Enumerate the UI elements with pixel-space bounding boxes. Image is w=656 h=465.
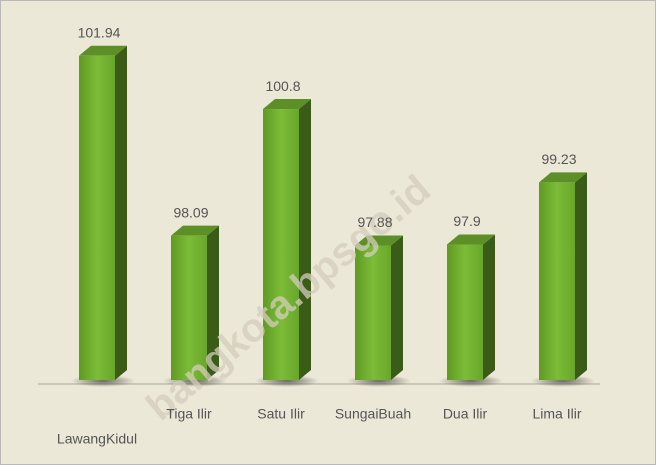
bar-top: [539, 172, 587, 183]
value-label: 101.94: [78, 25, 121, 41]
bar-side: [391, 235, 403, 380]
category-label: Lima Ilir: [532, 406, 581, 422]
category-label: LawangKidul: [57, 431, 137, 447]
bar: [539, 182, 575, 380]
bars: [71, 45, 595, 387]
bar: [171, 235, 207, 380]
bar-side: [299, 99, 311, 381]
bar: [447, 244, 483, 380]
bar-top: [79, 45, 127, 56]
category-label: SungaiBuah: [335, 406, 411, 422]
value-label: 97.88: [357, 214, 392, 230]
bar: [263, 109, 299, 381]
bar-top: [171, 225, 219, 236]
value-label: 97.9: [453, 213, 480, 229]
bar-side: [207, 225, 219, 380]
bar-side: [115, 45, 127, 380]
bar-top: [355, 235, 403, 246]
value-label: 100.8: [265, 78, 300, 94]
category-label: Satu Ilir: [257, 406, 305, 422]
value-label: 99.23: [541, 151, 576, 167]
category-label: Tiga Ilir: [166, 406, 212, 422]
bar-top: [263, 99, 311, 110]
category-label: Dua Ilir: [443, 406, 488, 422]
bar: [79, 55, 115, 380]
bar: [355, 245, 391, 380]
bar-top: [447, 234, 495, 245]
bar-side: [575, 172, 587, 380]
bar-side: [483, 234, 495, 380]
value-label: 98.09: [173, 204, 208, 220]
